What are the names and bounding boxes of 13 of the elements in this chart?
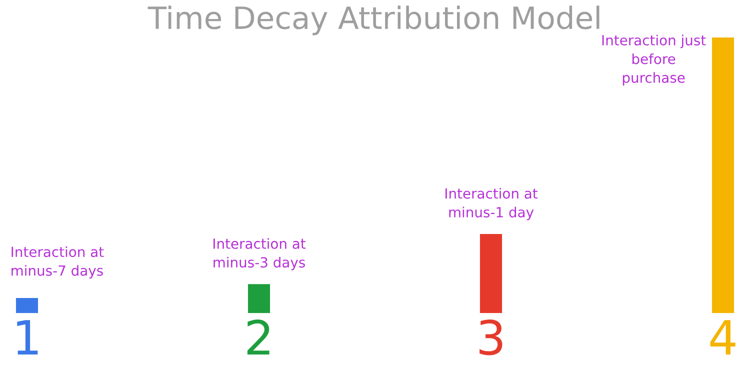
bar [248, 284, 270, 314]
bar [712, 38, 734, 314]
x-tick-label: 1 [17, 320, 38, 355]
bar [16, 298, 38, 314]
annotation: Interaction at minus-7 days [12, 246, 104, 279]
chart-title: Time Decay Attribution Model [148, 6, 600, 36]
bar [480, 234, 502, 314]
annotation: Interaction at minus-1 day [446, 188, 538, 220]
x-tick-label: 4 [710, 320, 736, 355]
annotation: Interaction just before purchase [602, 34, 706, 86]
annotation: Interaction at minus-3 days [214, 238, 306, 270]
x-tick-label: 3 [480, 320, 502, 356]
x-tick-label: 2 [247, 320, 270, 355]
